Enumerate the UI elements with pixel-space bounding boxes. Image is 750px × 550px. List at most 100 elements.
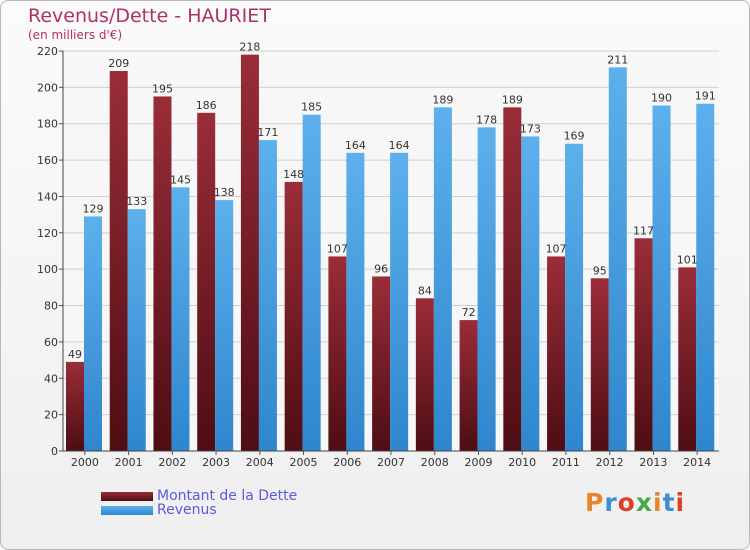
data-label-revenue: 145 [170, 173, 191, 186]
logo-letter: t [662, 488, 676, 517]
legend-item-debt: Montant de la Dette [101, 488, 297, 504]
x-tick-label: 2008 [421, 456, 449, 469]
data-label-revenue: 169 [564, 130, 585, 143]
data-label-debt: 195 [152, 82, 173, 95]
data-label-debt: 186 [196, 99, 217, 112]
x-tick-label: 2010 [508, 456, 536, 469]
bar-debt [547, 256, 566, 451]
bar-revenue [302, 114, 321, 452]
chart-subtitle: (en milliers d'€) [28, 28, 123, 42]
x-tick-label: 2012 [596, 456, 624, 469]
x-tick-label: 2013 [639, 456, 667, 469]
bar-debt [153, 96, 172, 452]
bar-revenue [652, 105, 671, 451]
logo-letter: x [635, 488, 653, 517]
data-label-debt: 95 [593, 264, 607, 277]
bar-debt [415, 298, 434, 451]
data-label-revenue: 164 [345, 139, 366, 152]
bar-revenue [433, 107, 452, 451]
bar-debt [240, 54, 259, 452]
x-tick-label: 2000 [71, 456, 99, 469]
bar-revenue [565, 143, 584, 451]
data-label-debt: 72 [462, 306, 476, 319]
bar-debt [372, 276, 391, 451]
data-label-debt: 96 [374, 262, 388, 275]
data-label-debt: 107 [327, 242, 348, 255]
y-tick-label: 180 [37, 118, 58, 131]
x-tick-label: 2005 [290, 456, 318, 469]
y-tick-label: 140 [37, 190, 58, 203]
data-label-revenue: 190 [651, 92, 672, 105]
bar-debt [634, 238, 653, 451]
logo-letter: P [585, 488, 605, 517]
bar-revenue [390, 152, 409, 451]
y-tick-label: 80 [44, 300, 58, 313]
y-tick-label: 40 [44, 372, 58, 385]
bar-debt [678, 267, 697, 451]
legend-label-revenue: Revenus [157, 502, 217, 518]
bar-revenue [215, 200, 234, 451]
bar-debt [284, 181, 303, 451]
bar-debt [66, 361, 84, 451]
x-tick-label: 2011 [552, 456, 580, 469]
bar-revenue [171, 187, 190, 451]
y-tick-label: 200 [37, 81, 58, 94]
data-label-revenue: 138 [214, 186, 235, 199]
x-tick-label: 2014 [683, 456, 711, 469]
y-tick-label: 120 [37, 227, 58, 240]
bar-revenue [346, 152, 365, 451]
bar-revenue [258, 140, 277, 451]
data-label-revenue: 185 [301, 101, 322, 114]
data-label-debt: 84 [418, 284, 432, 297]
data-label-revenue: 164 [389, 139, 410, 152]
legend-swatch-debt [101, 491, 153, 501]
bar-debt [109, 71, 128, 451]
x-tick-label: 2007 [377, 456, 405, 469]
data-label-revenue: 171 [257, 126, 278, 139]
data-label-debt: 117 [633, 224, 654, 237]
y-tick-label: 100 [37, 263, 58, 276]
bar-debt [503, 107, 522, 451]
x-tick-label: 2004 [246, 456, 274, 469]
bar-debt [590, 278, 609, 451]
data-label-revenue: 173 [520, 122, 541, 135]
data-label-debt: 189 [502, 93, 523, 106]
data-label-debt: 49 [68, 348, 82, 361]
logo-letter: i [653, 488, 663, 517]
chart-title: Revenus/Dette - HAURIET [28, 5, 271, 27]
x-tick-label: 2001 [115, 456, 143, 469]
legend-label-debt: Montant de la Dette [157, 488, 298, 504]
logo-letter: o [617, 488, 636, 517]
y-tick-label: 0 [51, 445, 58, 458]
proxiti-logo: Proxiti [585, 488, 685, 517]
bar-revenue [477, 127, 496, 451]
bar-revenue [696, 103, 715, 452]
bar-debt [197, 112, 216, 452]
bar-debt [459, 320, 478, 451]
x-tick-label: 2003 [202, 456, 230, 469]
data-label-debt: 209 [108, 57, 129, 70]
data-label-revenue: 191 [695, 90, 716, 103]
bar-revenue [608, 67, 627, 451]
data-label-revenue: 178 [476, 113, 497, 126]
x-tick-label: 2009 [464, 456, 492, 469]
x-tick-label: 2006 [333, 456, 361, 469]
data-label-debt: 148 [283, 168, 304, 181]
logo-letter: r [604, 488, 618, 517]
bar-debt [328, 256, 347, 451]
y-tick-label: 160 [37, 154, 58, 167]
logo-letter: i [675, 488, 686, 517]
data-label-debt: 107 [546, 242, 567, 255]
bar-revenue [521, 136, 540, 452]
data-label-revenue: 133 [126, 195, 147, 208]
legend-item-revenue: Revenus [101, 502, 217, 518]
data-label-revenue: 211 [607, 53, 628, 66]
data-label-debt: 101 [677, 253, 698, 266]
y-tick-label: 60 [44, 336, 58, 349]
data-label-revenue: 189 [432, 93, 453, 106]
data-label-revenue: 129 [83, 202, 104, 215]
bar-revenue [84, 216, 102, 451]
legend-swatch-revenue [101, 505, 153, 515]
